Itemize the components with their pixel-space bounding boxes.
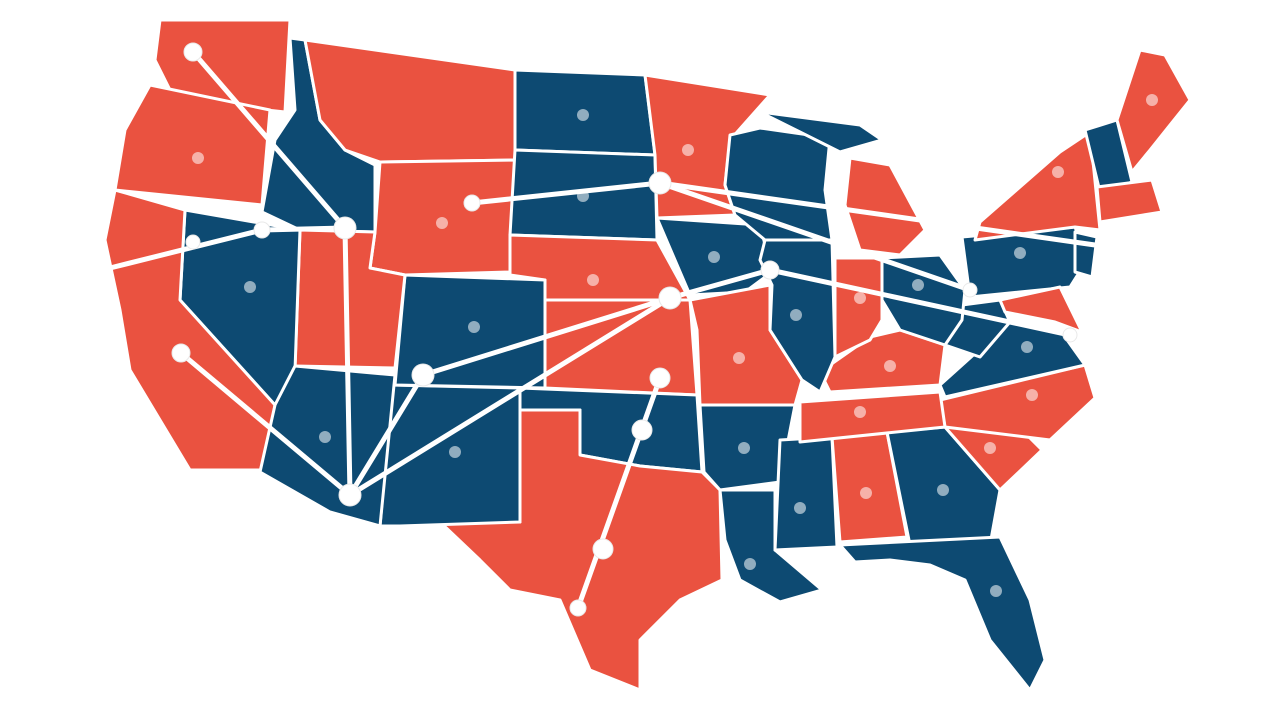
dot xyxy=(937,484,949,496)
dot xyxy=(682,144,694,156)
node xyxy=(760,260,780,280)
node xyxy=(569,599,587,617)
dot xyxy=(1014,247,1026,259)
dot xyxy=(854,406,866,418)
dot xyxy=(860,487,872,499)
dot xyxy=(794,502,806,514)
dot xyxy=(1026,389,1038,401)
state xyxy=(880,253,967,347)
state xyxy=(798,390,947,444)
dot xyxy=(1052,166,1064,178)
dot xyxy=(436,217,448,229)
route xyxy=(259,225,348,233)
state xyxy=(1115,48,1192,174)
route xyxy=(667,267,773,301)
node xyxy=(338,483,362,507)
route xyxy=(657,180,973,293)
state xyxy=(438,408,724,692)
node xyxy=(253,221,271,239)
state xyxy=(973,130,1102,242)
dot xyxy=(990,585,1002,597)
state xyxy=(113,83,272,207)
state xyxy=(688,283,804,407)
state xyxy=(998,285,1084,334)
route xyxy=(767,267,1073,338)
dot xyxy=(854,292,866,304)
dot xyxy=(192,152,204,164)
state xyxy=(773,435,839,552)
dot xyxy=(790,309,802,321)
route xyxy=(469,180,663,206)
dot xyxy=(744,558,756,570)
dot xyxy=(449,446,461,458)
node xyxy=(962,282,978,298)
states xyxy=(103,18,1192,692)
route xyxy=(347,372,426,498)
route xyxy=(575,375,663,611)
node xyxy=(631,419,653,441)
state-dots xyxy=(192,94,1158,597)
state xyxy=(758,110,884,154)
route xyxy=(107,227,265,271)
state xyxy=(838,535,1047,692)
state xyxy=(843,156,927,257)
node xyxy=(1062,327,1078,343)
dot xyxy=(1021,341,1033,353)
node xyxy=(592,538,614,560)
dot xyxy=(912,279,924,291)
dot xyxy=(587,274,599,286)
dot xyxy=(1146,94,1158,106)
dot xyxy=(884,360,896,372)
dot xyxy=(984,442,996,454)
network-lines xyxy=(107,49,1098,611)
node xyxy=(411,363,435,387)
state xyxy=(1073,230,1099,279)
node xyxy=(171,343,191,363)
node xyxy=(649,367,671,389)
route xyxy=(190,49,348,231)
node xyxy=(648,171,672,195)
node xyxy=(183,42,203,62)
dot xyxy=(577,109,589,121)
node xyxy=(185,234,201,250)
dot xyxy=(244,281,256,293)
route xyxy=(342,225,353,498)
dot xyxy=(708,251,720,263)
node xyxy=(463,194,481,212)
route xyxy=(347,295,673,498)
node xyxy=(333,216,357,240)
dot xyxy=(319,431,331,443)
dot xyxy=(468,321,480,333)
route xyxy=(657,180,1098,248)
state xyxy=(718,488,824,604)
dot xyxy=(733,352,745,364)
state xyxy=(1095,178,1164,224)
dot xyxy=(738,442,750,454)
route xyxy=(420,295,673,378)
route xyxy=(178,350,353,498)
network-nodes xyxy=(171,42,1078,617)
node xyxy=(658,286,682,310)
